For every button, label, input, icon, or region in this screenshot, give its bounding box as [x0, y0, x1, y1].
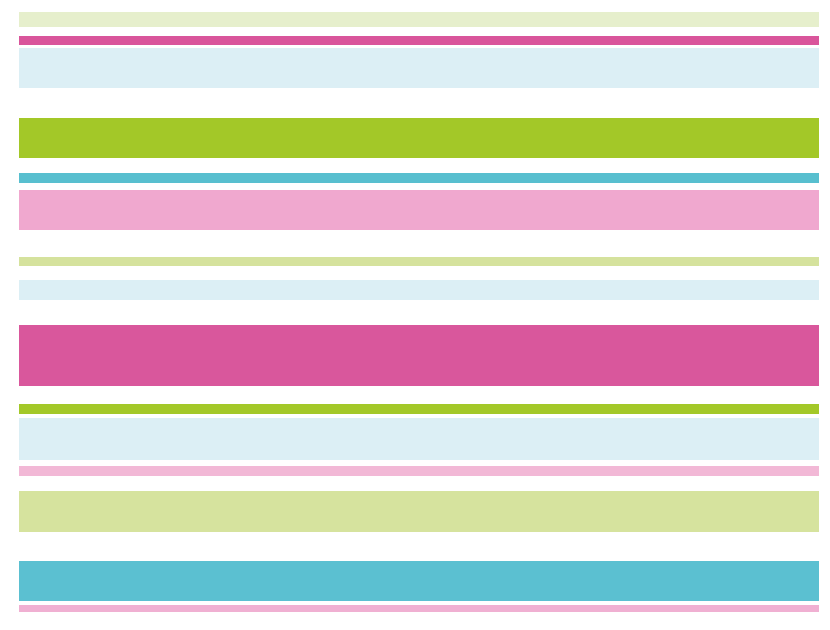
stripe-magenta	[19, 36, 819, 45]
stripe-cyan	[19, 561, 819, 601]
stripe-light-blue	[19, 418, 819, 460]
stripe-pink	[19, 605, 819, 612]
stripe-cyan	[19, 173, 819, 183]
stripe-pink	[19, 190, 819, 230]
stripe-light-blue	[19, 280, 819, 300]
stripe-lime-green	[19, 404, 819, 414]
stripe-light-green	[19, 12, 819, 27]
stripe-magenta	[19, 325, 819, 386]
stripe-pale-green	[19, 257, 819, 266]
stripe-pale-green	[19, 491, 819, 532]
stripe-lime-green	[19, 118, 819, 158]
stripe-light-pink	[19, 466, 819, 476]
stripe-light-blue	[19, 48, 819, 88]
